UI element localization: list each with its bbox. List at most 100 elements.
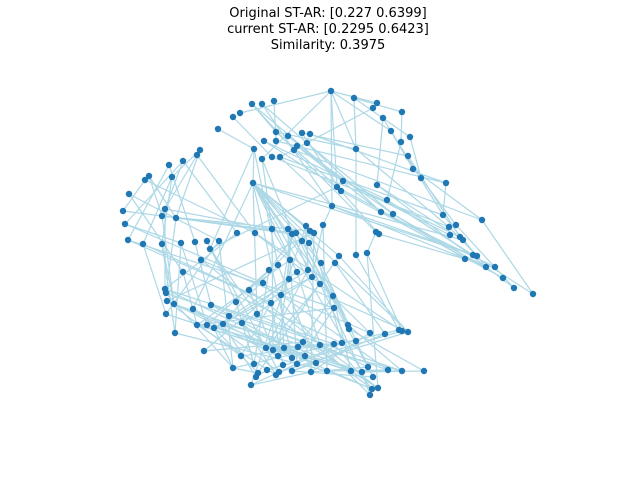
graph-node [225, 312, 233, 320]
graph-node [420, 367, 428, 375]
graph-node [168, 173, 176, 181]
graph-node [263, 366, 271, 374]
graph-edge [420, 177, 457, 226]
graph-node [439, 211, 447, 219]
graph-node [272, 371, 280, 379]
graph-edges [122, 90, 534, 396]
graph-node [158, 240, 166, 248]
graph-node [404, 152, 412, 160]
graph-node [171, 329, 179, 337]
graph-edge [210, 304, 403, 372]
graph-edge [442, 182, 447, 216]
graph-edge [409, 136, 422, 179]
graph-node [358, 368, 366, 376]
graph-edge [164, 160, 184, 210]
graph-edge [161, 215, 175, 305]
graph-node [265, 266, 273, 274]
graph-node [279, 361, 287, 369]
graph-edge [252, 182, 464, 241]
graph-edge [257, 255, 340, 374]
graph-node [308, 273, 316, 281]
graph-node [375, 230, 383, 238]
graph-edge [331, 205, 487, 268]
graph-node [270, 97, 278, 105]
graph-edge [203, 341, 304, 352]
graph-edge [148, 175, 163, 217]
graph-node [200, 347, 208, 355]
graph-edge [252, 182, 310, 244]
graph-node [510, 284, 518, 292]
graph-edge [309, 133, 447, 184]
graph-edge [142, 176, 173, 245]
graph-edge [291, 333, 386, 372]
graph-node [473, 252, 481, 260]
graph-node [337, 187, 345, 195]
graph-edge [180, 242, 208, 326]
graph-node [369, 104, 377, 112]
graph-edge [173, 303, 279, 357]
graph-edge [213, 327, 259, 374]
graph-edge [366, 252, 379, 389]
graph-node [206, 245, 214, 253]
graph-edge [252, 182, 334, 297]
graph-edge [378, 233, 466, 260]
graph-node [249, 179, 257, 187]
graph-edge [192, 308, 280, 373]
graph-edge [222, 323, 257, 378]
graph-edge [322, 224, 328, 372]
graph-edge [407, 155, 461, 238]
graph-edge [277, 233, 293, 357]
graph-node [196, 146, 204, 154]
graph-edge [266, 330, 403, 371]
graph-node [442, 179, 450, 187]
graph-edge [301, 132, 409, 157]
graph-edge [200, 259, 371, 334]
graph-node [307, 368, 315, 376]
graph-edge [128, 193, 184, 273]
graph-edge [122, 179, 146, 212]
graph-node [303, 139, 311, 147]
graph-edge [175, 149, 201, 219]
graph-node [398, 367, 406, 375]
graph-node [406, 133, 414, 141]
graph-node [316, 280, 324, 288]
graph-node [345, 325, 353, 333]
graph-node [298, 129, 306, 137]
graph-node [203, 237, 211, 245]
graph-edge [161, 243, 176, 334]
graph-node [253, 310, 261, 318]
graph-edge [173, 303, 363, 373]
graph-node [288, 367, 296, 375]
graph-edge [306, 142, 382, 213]
graph-node [163, 297, 171, 305]
graph-node [193, 151, 201, 159]
graph-edge [291, 362, 317, 372]
graph-edge [322, 205, 333, 226]
graph-edge [288, 278, 409, 333]
graph-edge [127, 164, 170, 241]
graph-node [284, 132, 292, 140]
graph-node [236, 109, 244, 117]
graph-node [172, 214, 180, 222]
graph-edge [306, 142, 394, 215]
graph-edge [252, 182, 409, 333]
graph-edge [217, 128, 255, 150]
graph-node [219, 320, 227, 328]
graph-node [302, 222, 310, 230]
graph-node [335, 252, 343, 260]
graph-node [366, 391, 374, 399]
graph-node [259, 279, 267, 287]
graph-node [277, 291, 285, 299]
graph-node [258, 100, 266, 108]
graph-node [207, 301, 215, 309]
graph-edge [361, 371, 371, 396]
graph-node [409, 165, 417, 173]
graph-node [387, 127, 395, 135]
graph-edge [252, 182, 474, 256]
graph-node [250, 145, 258, 153]
graph-node [179, 157, 187, 165]
graph-node [319, 221, 327, 229]
graph-node [384, 366, 392, 374]
graph-node [294, 343, 302, 351]
